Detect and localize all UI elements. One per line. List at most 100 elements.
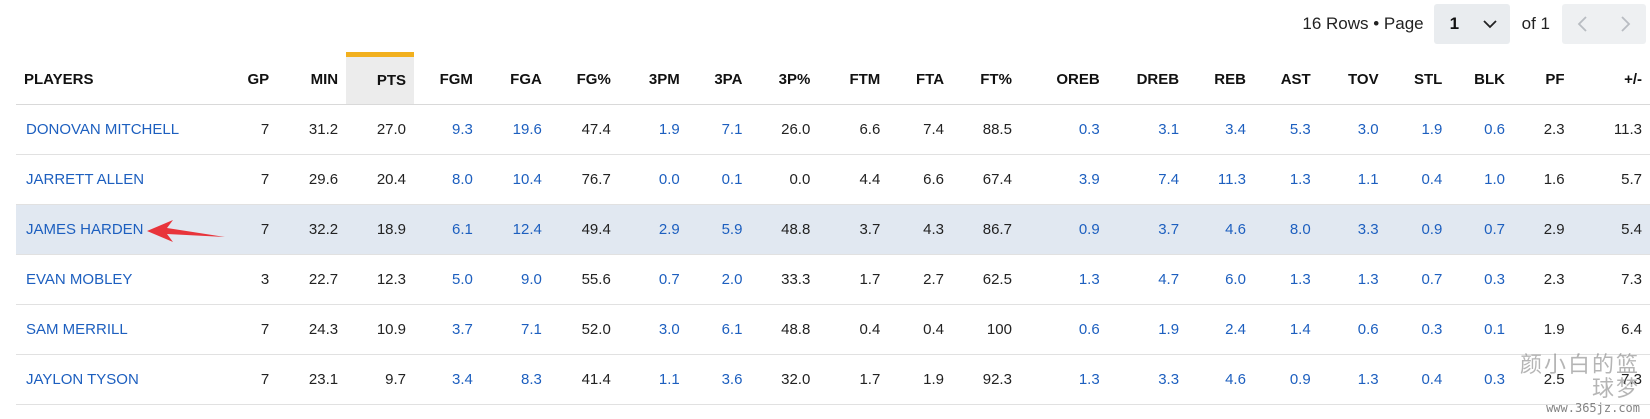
stat-link[interactable]: 3.1 bbox=[1158, 121, 1180, 138]
stat-link[interactable]: 0.3 bbox=[1078, 121, 1100, 138]
column-header-stl[interactable]: STL bbox=[1386, 54, 1451, 105]
stat-link[interactable]: 0.7 bbox=[658, 271, 680, 288]
stat-link[interactable]: 6.0 bbox=[1225, 271, 1246, 288]
stat-link[interactable]: 3.0 bbox=[658, 321, 680, 338]
stat-cell: 100 bbox=[952, 304, 1020, 355]
page-select[interactable]: 1 bbox=[1433, 4, 1510, 44]
stat-link[interactable]: 3.3 bbox=[1158, 371, 1180, 388]
column-header-ftm[interactable]: FTM bbox=[818, 54, 889, 105]
stat-link[interactable]: 1.9 bbox=[658, 121, 680, 138]
stat-link[interactable]: 0.1 bbox=[721, 171, 743, 188]
column-header-dreb[interactable]: DREB bbox=[1107, 54, 1188, 105]
stat-link[interactable]: 1.0 bbox=[1484, 171, 1505, 188]
stat-link[interactable]: 2.0 bbox=[721, 271, 743, 288]
stat-link[interactable]: 1.3 bbox=[1078, 271, 1100, 288]
stat-link[interactable]: 1.3 bbox=[1357, 271, 1379, 288]
stat-link[interactable]: 0.3 bbox=[1484, 371, 1505, 388]
stat-link[interactable]: 1.3 bbox=[1357, 371, 1379, 388]
stat-link[interactable]: 6.1 bbox=[721, 321, 743, 338]
player-name-link[interactable]: JARRETT ALLEN bbox=[26, 171, 145, 188]
stat-link[interactable]: 0.4 bbox=[1421, 171, 1443, 188]
column-header-players[interactable]: PLAYERS bbox=[16, 54, 194, 105]
column-header-fta[interactable]: FTA bbox=[888, 54, 953, 105]
column-header-blk[interactable]: BLK bbox=[1450, 54, 1513, 105]
stat-link[interactable]: 3.4 bbox=[1225, 121, 1246, 138]
column-header-gp[interactable]: GP bbox=[193, 54, 278, 105]
stat-link[interactable]: 0.9 bbox=[1421, 221, 1443, 238]
stat-link[interactable]: 0.6 bbox=[1078, 321, 1100, 338]
stat-link[interactable]: 0.4 bbox=[1421, 371, 1443, 388]
column-header-reb[interactable]: REB bbox=[1187, 54, 1254, 105]
stat-link[interactable]: 8.0 bbox=[1289, 221, 1311, 238]
stat-link[interactable]: 9.0 bbox=[520, 271, 542, 288]
stat-link[interactable]: 2.4 bbox=[1225, 321, 1246, 338]
stat-link[interactable]: 1.9 bbox=[1421, 121, 1443, 138]
column-header-3pm[interactable]: 3PM bbox=[618, 54, 688, 105]
stat-link[interactable]: 3.9 bbox=[1078, 171, 1100, 188]
column-header-fg-pct[interactable]: FG% bbox=[549, 54, 619, 105]
stat-link[interactable]: 12.4 bbox=[512, 221, 542, 238]
stat-link[interactable]: 3.4 bbox=[452, 371, 473, 388]
stat-link[interactable]: 5.9 bbox=[721, 221, 743, 238]
column-header-fgm[interactable]: FGM bbox=[414, 54, 481, 105]
player-name-link[interactable]: JAYLON TYSON bbox=[26, 371, 139, 388]
column-header-fga[interactable]: FGA bbox=[480, 54, 550, 105]
stat-link[interactable]: 8.0 bbox=[452, 171, 473, 188]
next-page-button[interactable] bbox=[1613, 12, 1637, 36]
stat-link[interactable]: 1.9 bbox=[1158, 321, 1180, 338]
stat-link[interactable]: 0.6 bbox=[1484, 121, 1505, 138]
stat-cell: 4.6 bbox=[1187, 204, 1254, 255]
player-name-link[interactable]: DONOVAN MITCHELL bbox=[26, 121, 180, 138]
stat-link[interactable]: 1.1 bbox=[1357, 171, 1379, 188]
stat-link[interactable]: 1.4 bbox=[1289, 321, 1311, 338]
stat-link[interactable]: 8.3 bbox=[520, 371, 542, 388]
stat-link[interactable]: 1.3 bbox=[1289, 271, 1311, 288]
player-name-link[interactable]: EVAN MOBLEY bbox=[26, 271, 133, 288]
stat-link[interactable]: 5.3 bbox=[1289, 121, 1311, 138]
stat-link[interactable]: 6.1 bbox=[452, 221, 473, 238]
stat-link[interactable]: 19.6 bbox=[512, 121, 542, 138]
stat-link[interactable]: 10.4 bbox=[512, 171, 542, 188]
stat-link[interactable]: 0.3 bbox=[1421, 321, 1443, 338]
column-header-3pa[interactable]: 3PA bbox=[687, 54, 751, 105]
column-header-pf[interactable]: PF bbox=[1513, 54, 1573, 105]
stat-link[interactable]: 0.0 bbox=[658, 171, 680, 188]
column-header-ast[interactable]: AST bbox=[1253, 54, 1319, 105]
stat-link[interactable]: 9.3 bbox=[452, 121, 473, 138]
stat-link[interactable]: 3.0 bbox=[1357, 121, 1379, 138]
stat-link[interactable]: 7.1 bbox=[721, 121, 743, 138]
stat-link[interactable]: 4.6 bbox=[1225, 221, 1246, 238]
stat-link[interactable]: 0.7 bbox=[1421, 271, 1443, 288]
stat-link[interactable]: 1.3 bbox=[1289, 171, 1311, 188]
stat-link[interactable]: 2.9 bbox=[658, 221, 680, 238]
stat-link[interactable]: 1.3 bbox=[1078, 371, 1100, 388]
player-name-link[interactable]: SAM MERRILL bbox=[26, 321, 128, 338]
column-header-oreb[interactable]: OREB bbox=[1019, 54, 1108, 105]
stat-link[interactable]: 3.7 bbox=[452, 321, 473, 338]
stat-link[interactable]: 3.7 bbox=[1158, 221, 1180, 238]
stat-link[interactable]: 0.9 bbox=[1078, 221, 1100, 238]
stat-link[interactable]: 0.3 bbox=[1484, 271, 1505, 288]
column-header-pts[interactable]: PTS bbox=[346, 52, 415, 105]
stat-link[interactable]: 7.4 bbox=[1158, 171, 1180, 188]
stat-link[interactable]: 5.0 bbox=[452, 271, 473, 288]
column-header-3p-pct[interactable]: 3P% bbox=[750, 54, 819, 105]
column-header-plus-minus[interactable]: +/- bbox=[1572, 54, 1650, 105]
stat-link[interactable]: 0.7 bbox=[1484, 221, 1505, 238]
stat-link[interactable]: 0.6 bbox=[1357, 321, 1379, 338]
stat-link[interactable]: 4.6 bbox=[1225, 371, 1246, 388]
column-header-tov[interactable]: TOV bbox=[1318, 54, 1387, 105]
stat-link[interactable]: 7.1 bbox=[520, 321, 542, 338]
stat-link[interactable]: 11.3 bbox=[1217, 171, 1246, 188]
prev-page-button[interactable] bbox=[1571, 12, 1595, 36]
column-header-ft-pct[interactable]: FT% bbox=[952, 54, 1020, 105]
stat-link[interactable]: 3.3 bbox=[1357, 221, 1379, 238]
stat-link[interactable]: 0.1 bbox=[1484, 321, 1505, 338]
stat-link[interactable]: 1.1 bbox=[658, 371, 680, 388]
column-header-min[interactable]: MIN bbox=[277, 54, 347, 105]
stat-cell: 0.9 bbox=[1386, 204, 1451, 255]
stat-link[interactable]: 4.7 bbox=[1158, 271, 1180, 288]
player-name-link[interactable]: JAMES HARDEN bbox=[26, 221, 144, 238]
stat-link[interactable]: 3.6 bbox=[721, 371, 743, 388]
stat-link[interactable]: 0.9 bbox=[1289, 371, 1311, 388]
